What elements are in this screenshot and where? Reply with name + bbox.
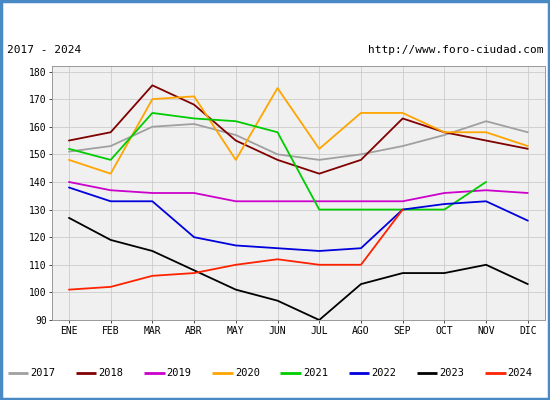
- Text: 2022: 2022: [371, 368, 396, 378]
- Text: 2021: 2021: [303, 368, 328, 378]
- Text: 2018: 2018: [98, 368, 123, 378]
- Text: 2017: 2017: [30, 368, 55, 378]
- Text: 2020: 2020: [235, 368, 260, 378]
- Text: http://www.foro-ciudad.com: http://www.foro-ciudad.com: [368, 45, 543, 55]
- Text: 2017 - 2024: 2017 - 2024: [7, 45, 81, 55]
- Text: 2024: 2024: [508, 368, 532, 378]
- Text: 2019: 2019: [167, 368, 191, 378]
- Text: 2023: 2023: [439, 368, 464, 378]
- Text: Evolucion del paro registrado en Añora: Evolucion del paro registrado en Añora: [109, 12, 441, 26]
